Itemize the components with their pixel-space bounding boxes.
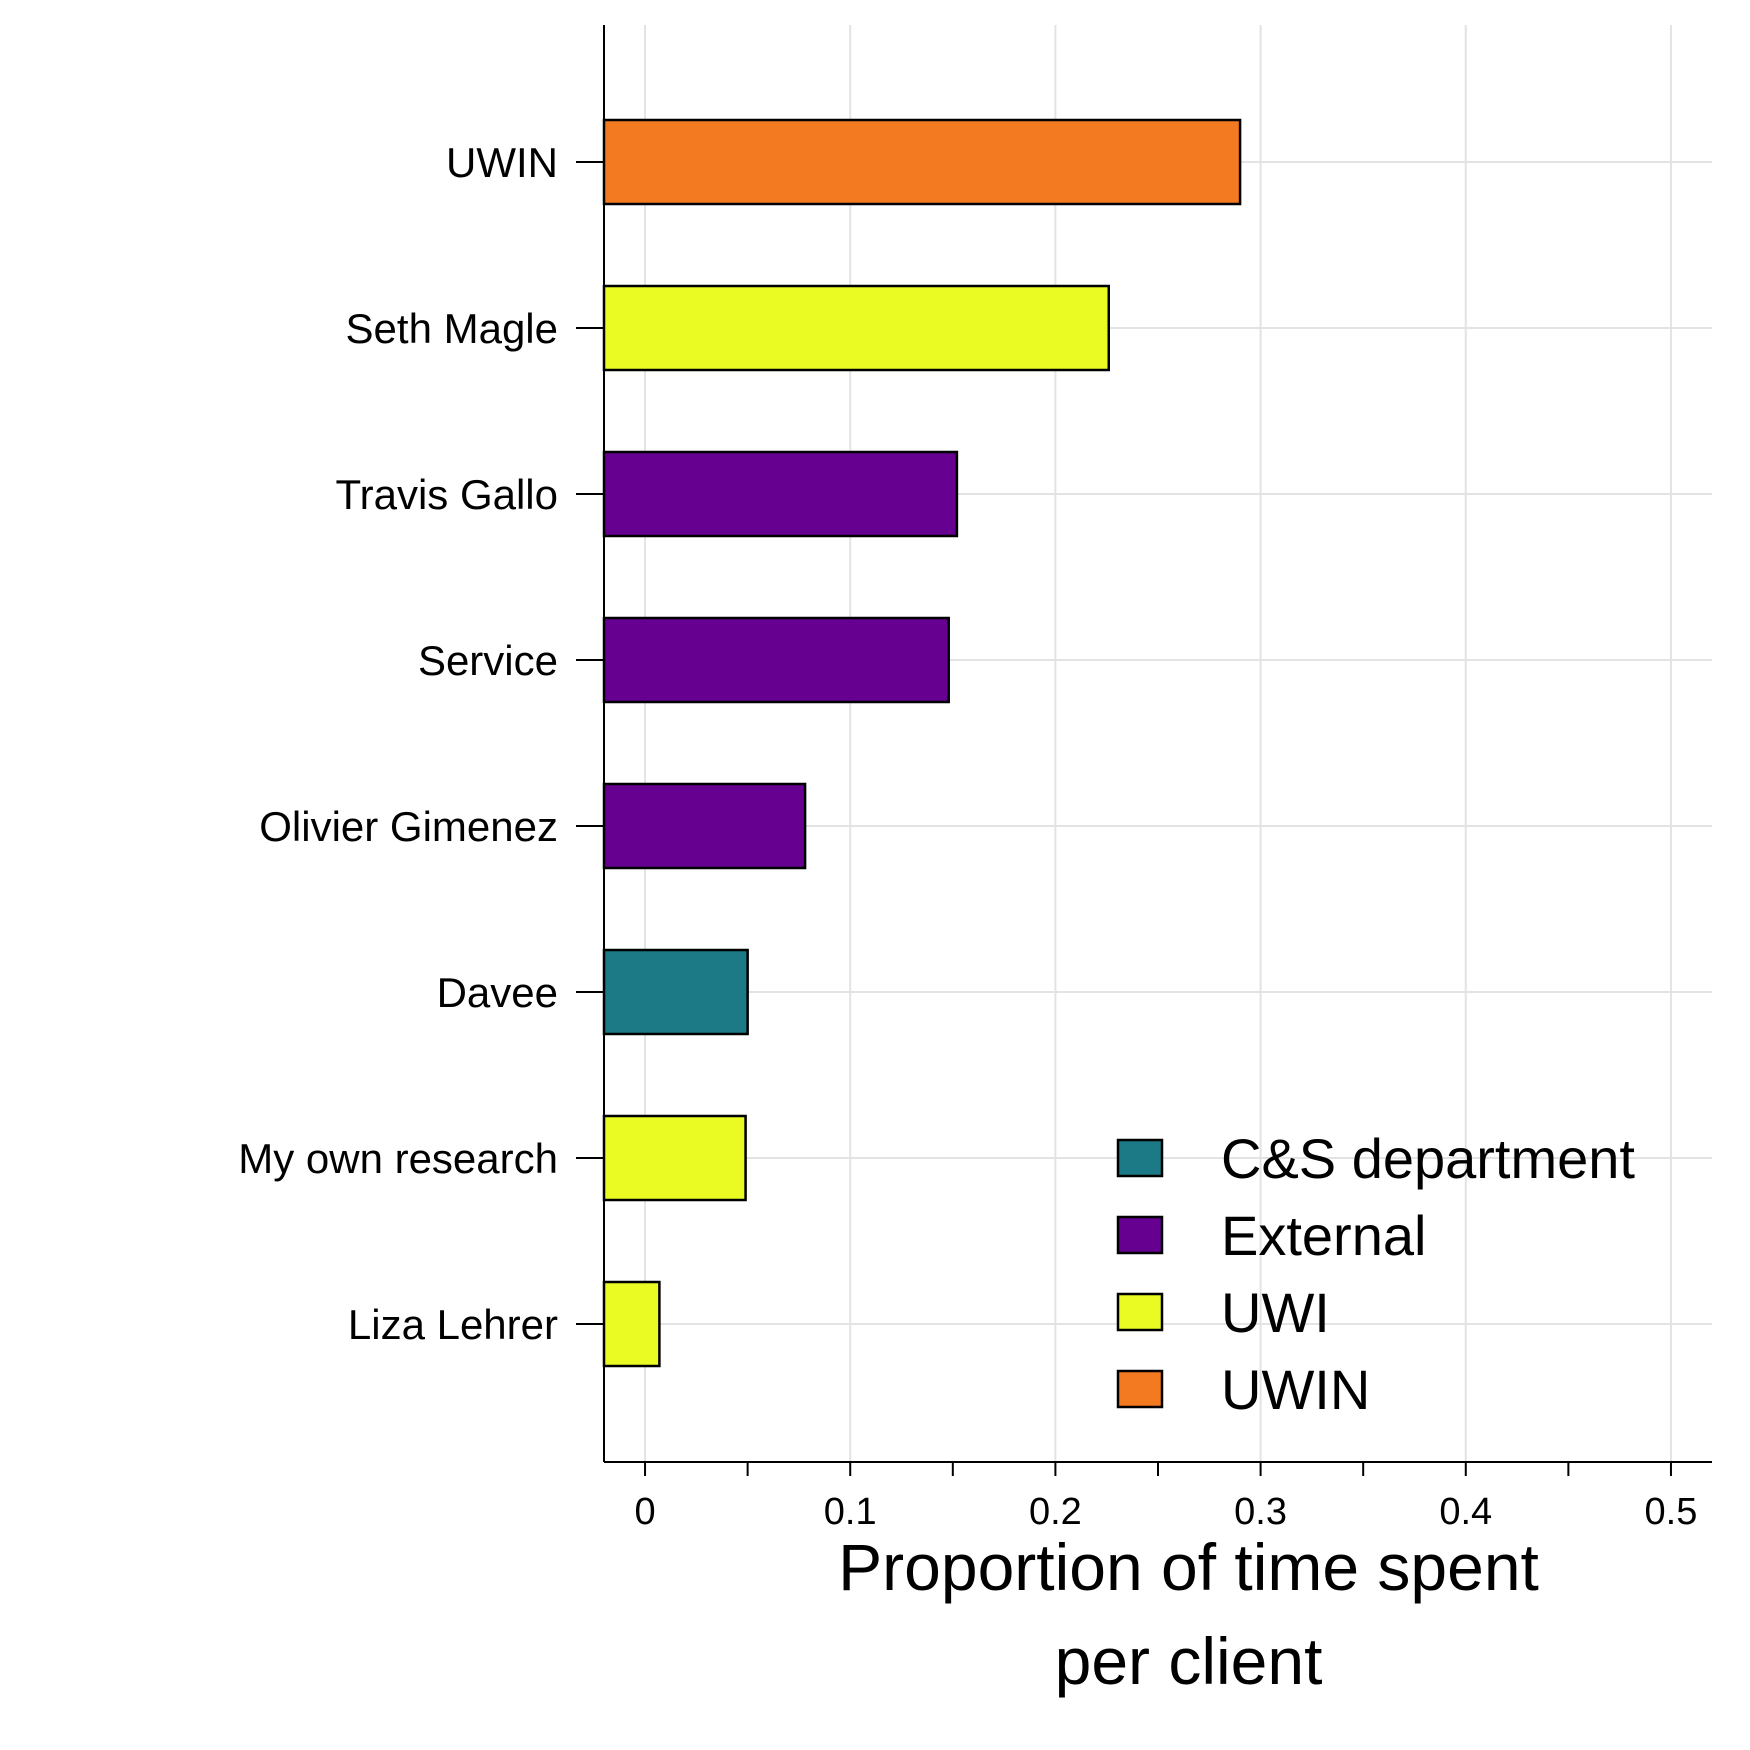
legend-label: External (1221, 1204, 1426, 1267)
x-axis-title-line-1: Proportion of time spent (838, 1530, 1539, 1604)
x-tick-label: 0.1 (824, 1491, 877, 1533)
bar (602, 1114, 747, 1202)
category-label: Liza Lehrer (348, 1301, 558, 1348)
legend-label: UWI (1221, 1281, 1330, 1344)
bar (602, 616, 950, 704)
x-tick-label: 0.3 (1234, 1491, 1287, 1533)
category-label: Olivier Gimenez (259, 803, 558, 850)
bar (602, 782, 807, 870)
x-tick-label: 0.5 (1645, 1491, 1698, 1533)
bar (602, 948, 749, 1036)
category-label: My own research (238, 1135, 558, 1182)
category-label: Davee (437, 969, 558, 1016)
legend-swatch (1116, 1138, 1164, 1178)
bars (602, 118, 1242, 1368)
legend-swatch (1116, 1215, 1164, 1255)
category-label: Travis Gallo (336, 471, 559, 518)
legend: C&S department External UWI UWIN (1116, 1127, 1635, 1421)
x-tick-label: 0.2 (1029, 1491, 1082, 1533)
category-labels: UWIN Seth Magle Travis Gallo Service Olivier… (238, 139, 558, 1348)
bar (602, 1280, 661, 1368)
bar (602, 118, 1242, 206)
category-label: UWIN (446, 139, 558, 186)
category-label: Service (418, 637, 558, 684)
legend-label: C&S department (1221, 1127, 1635, 1190)
x-tick-label: 0 (634, 1491, 655, 1533)
bar (602, 284, 1111, 372)
legend-label: UWIN (1221, 1358, 1370, 1421)
axes: 0 0.1 0.2 0.3 0.4 0.5 (576, 25, 1712, 1533)
legend-swatch (1116, 1369, 1164, 1409)
legend-swatch (1116, 1292, 1164, 1332)
category-label: Seth Magle (346, 305, 558, 352)
x-tick-label: 0.4 (1439, 1491, 1492, 1533)
x-axis-title-line-2: per client (1055, 1624, 1323, 1698)
bar (602, 450, 959, 538)
